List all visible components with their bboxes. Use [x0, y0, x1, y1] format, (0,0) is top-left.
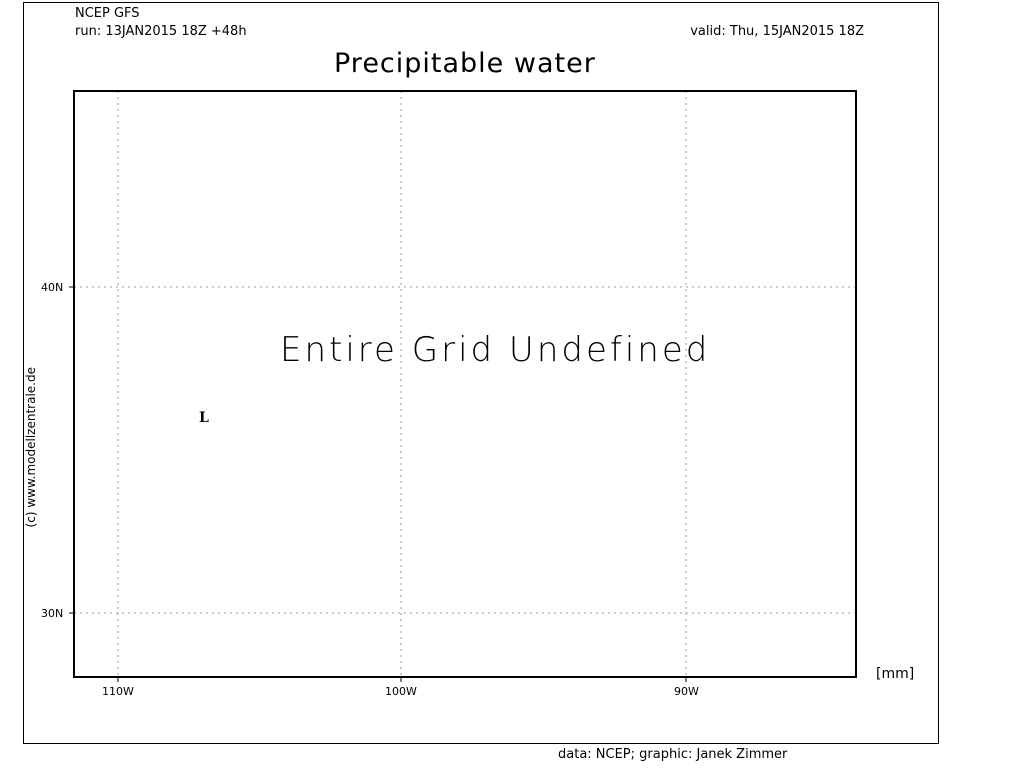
copyright-text: (c) www.modellzentrale.de: [24, 367, 38, 528]
lon-label-100w: 100W: [385, 685, 417, 698]
lat-label-30n: 30N: [41, 607, 64, 620]
run-info: run: 13JAN2015 18Z +48h: [75, 24, 247, 39]
credits-line: data: NCEP; graphic: Janek Zimmer: [558, 747, 788, 762]
map-title: Precipitable water: [334, 48, 596, 79]
lon-label-110w: 110W: [102, 685, 134, 698]
unit-label: [mm]: [876, 666, 915, 682]
map-frame: [73, 90, 857, 678]
valid-time: valid: Thu, 15JAN2015 18Z: [690, 24, 864, 39]
lon-label-90w: 90W: [674, 685, 699, 698]
undefined-grid-message: Entire Grid Undefined: [280, 330, 711, 370]
low-pressure-marker: L: [199, 410, 209, 426]
gridlines: [74, 91, 856, 677]
lat-label-40n: 40N: [41, 281, 64, 294]
chart-outer-frame: [23, 2, 939, 744]
model-name: NCEP GFS: [75, 6, 140, 21]
